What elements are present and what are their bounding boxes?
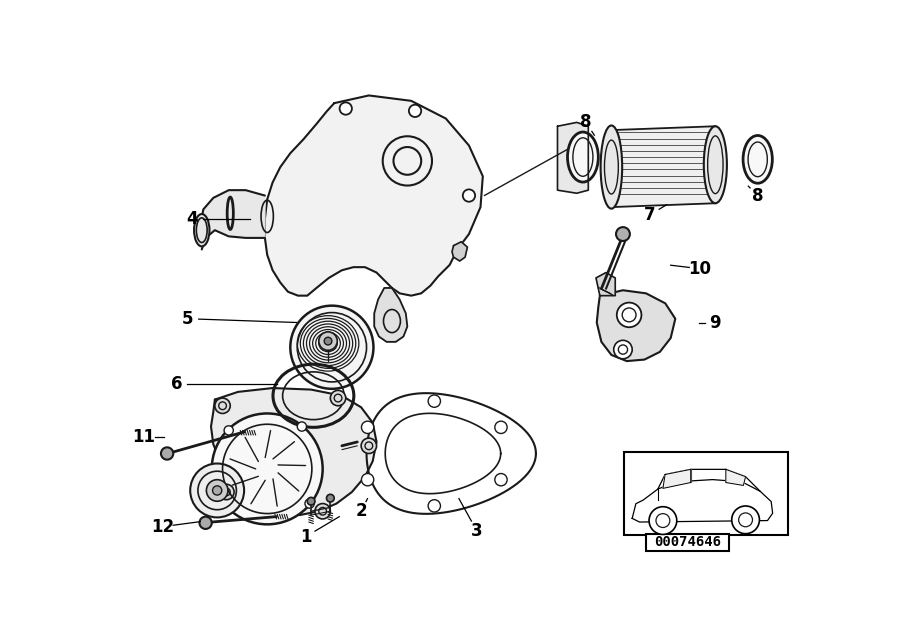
Circle shape: [224, 426, 233, 435]
Circle shape: [362, 474, 374, 486]
Circle shape: [212, 486, 221, 495]
Text: 7: 7: [644, 206, 656, 224]
Bar: [625, 452, 788, 535]
Circle shape: [616, 227, 630, 241]
Circle shape: [324, 337, 332, 345]
Text: 3: 3: [471, 521, 482, 540]
Circle shape: [319, 332, 338, 351]
Polygon shape: [596, 272, 616, 296]
Ellipse shape: [291, 305, 373, 389]
Text: 00074646: 00074646: [654, 535, 721, 549]
Polygon shape: [557, 123, 589, 193]
Circle shape: [495, 474, 507, 486]
Circle shape: [330, 391, 346, 406]
Circle shape: [315, 504, 330, 519]
Text: 4: 4: [186, 210, 198, 228]
Circle shape: [190, 464, 244, 518]
Polygon shape: [201, 190, 265, 250]
Circle shape: [614, 340, 632, 359]
Ellipse shape: [194, 214, 210, 246]
Circle shape: [649, 507, 677, 535]
Circle shape: [219, 485, 234, 500]
Text: 12: 12: [151, 518, 174, 536]
Ellipse shape: [568, 132, 598, 182]
Circle shape: [206, 479, 228, 501]
Text: 6: 6: [171, 375, 182, 393]
Text: 1: 1: [300, 528, 311, 545]
Bar: [646, 533, 729, 551]
Polygon shape: [452, 242, 467, 261]
Circle shape: [327, 494, 334, 502]
Circle shape: [339, 102, 352, 115]
Polygon shape: [725, 469, 745, 485]
Text: 5: 5: [182, 310, 194, 328]
Circle shape: [732, 506, 760, 533]
Circle shape: [428, 395, 440, 407]
Circle shape: [616, 303, 642, 327]
Circle shape: [212, 413, 323, 525]
Circle shape: [428, 500, 440, 512]
Polygon shape: [632, 479, 772, 522]
Circle shape: [161, 447, 174, 460]
Circle shape: [361, 438, 376, 453]
Polygon shape: [374, 288, 408, 342]
Text: 11: 11: [132, 427, 156, 446]
Polygon shape: [663, 469, 690, 488]
Text: 2: 2: [356, 502, 367, 520]
Circle shape: [215, 398, 230, 413]
Polygon shape: [265, 95, 482, 296]
Polygon shape: [611, 126, 716, 207]
Text: 8: 8: [580, 114, 591, 131]
Circle shape: [409, 105, 421, 117]
Text: 8: 8: [752, 187, 763, 204]
Text: 10: 10: [688, 260, 712, 277]
Polygon shape: [211, 388, 376, 515]
Ellipse shape: [600, 126, 622, 209]
Circle shape: [305, 499, 314, 508]
Circle shape: [297, 422, 307, 431]
Circle shape: [200, 517, 212, 529]
Circle shape: [495, 421, 507, 434]
Circle shape: [362, 421, 374, 434]
Circle shape: [463, 189, 475, 202]
Ellipse shape: [704, 126, 727, 203]
Text: 9: 9: [709, 314, 721, 331]
Circle shape: [307, 497, 315, 505]
Polygon shape: [597, 290, 675, 361]
Ellipse shape: [743, 135, 772, 184]
